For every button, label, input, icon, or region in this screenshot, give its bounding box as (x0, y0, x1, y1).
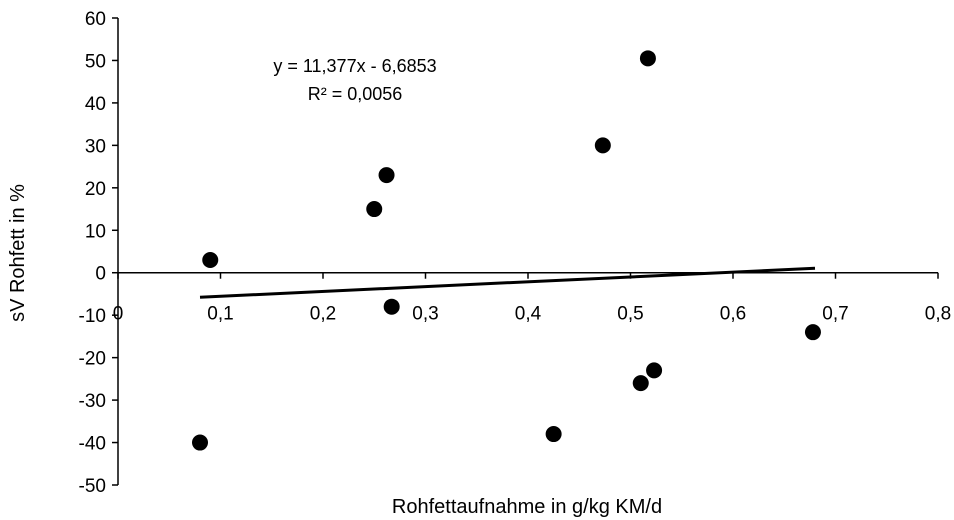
y-tick-label: -30 (79, 391, 106, 412)
y-tick-label: -50 (79, 476, 106, 497)
data-point (202, 251, 219, 268)
data-point (192, 434, 208, 451)
trendline (199, 266, 816, 299)
data-point (378, 167, 395, 184)
y-tick-label: 0 (95, 264, 106, 285)
y-tick-label: 60 (85, 9, 106, 30)
x-axis-title: Rohfettaufnahme in g/kg KM/d (392, 496, 662, 518)
trendline-layer (199, 266, 816, 299)
y-tick-label: -10 (79, 306, 106, 327)
y-tick-label: 30 (85, 136, 106, 157)
points-layer (192, 50, 821, 451)
data-point (632, 375, 649, 392)
x-tick-label: 0,6 (720, 304, 746, 325)
x-tick-label: 0,3 (412, 304, 438, 325)
y-axis-title: sV Rohfett in % (7, 184, 29, 322)
trendline-equation: y = 11,377x - 6,6853 (273, 56, 436, 76)
data-point (383, 298, 400, 315)
x-tick-label: 0,7 (822, 304, 848, 325)
data-point (366, 201, 383, 218)
data-point (545, 426, 562, 443)
labels-layer: y = 11,377x - 6,6853 R² = 0,0056 Rohfett… (7, 56, 662, 518)
data-point (594, 137, 611, 154)
data-point (639, 50, 656, 67)
axes-layer: -50 -40 -30 -20 -10 0 10 20 30 40 50 60 0 0,1 0,2 0,3 0,… (79, 9, 952, 497)
x-tick-label: 0,4 (515, 304, 542, 325)
r-squared-label: R² = 0,0056 (308, 84, 403, 104)
x-tick-label: 0 (113, 304, 124, 325)
y-tick-label: 40 (85, 94, 106, 115)
x-tick-label: 0,2 (310, 304, 336, 325)
y-tick-label: -20 (79, 349, 106, 370)
x-tick-label: 0,8 (925, 304, 951, 325)
y-tick-label: 10 (85, 221, 106, 242)
x-tick-label: 0,1 (207, 304, 233, 325)
data-point (646, 362, 663, 379)
y-tick-label: 50 (85, 51, 106, 72)
data-point (804, 324, 821, 341)
x-tick-label: 0,5 (617, 304, 643, 325)
y-tick-label: 20 (85, 179, 106, 200)
y-tick-label: -40 (79, 434, 106, 455)
